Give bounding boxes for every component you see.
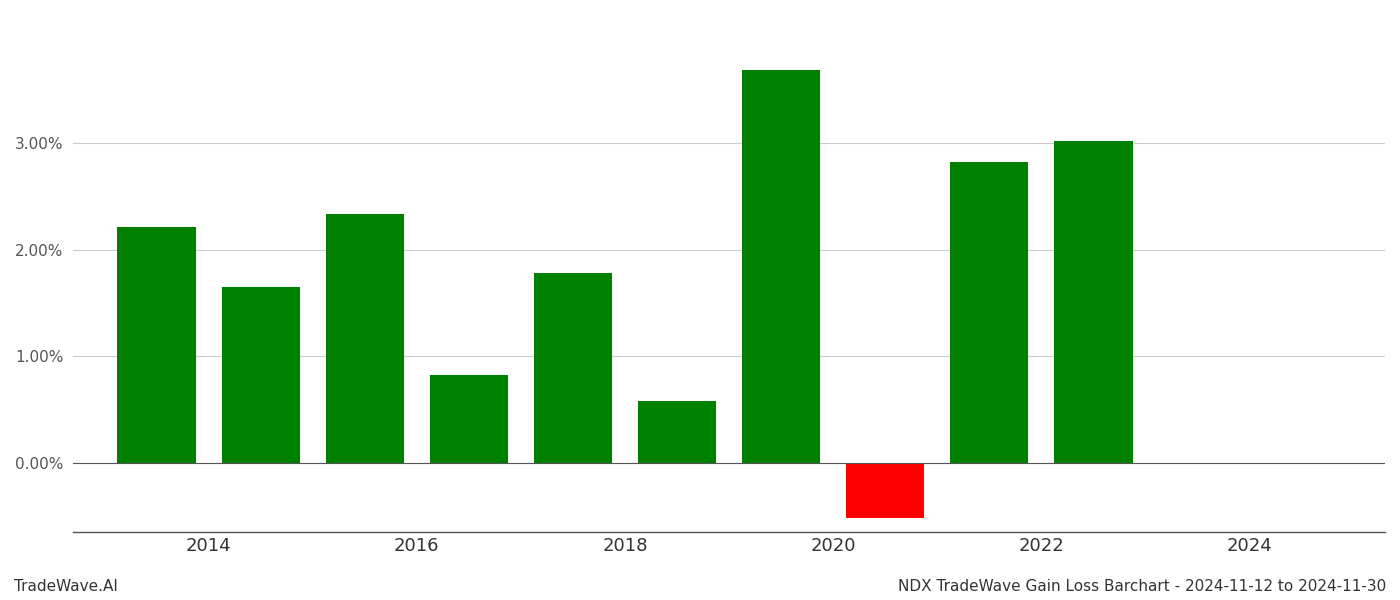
Bar <box>742 70 820 463</box>
Text: TradeWave.AI: TradeWave.AI <box>14 579 118 594</box>
Bar <box>846 463 924 518</box>
Bar <box>951 162 1029 463</box>
Bar <box>1054 141 1133 463</box>
Bar <box>638 401 715 463</box>
Bar <box>221 287 300 463</box>
Bar <box>326 214 403 463</box>
Text: NDX TradeWave Gain Loss Barchart - 2024-11-12 to 2024-11-30: NDX TradeWave Gain Loss Barchart - 2024-… <box>897 579 1386 594</box>
Bar <box>430 376 508 463</box>
Bar <box>118 227 196 463</box>
Bar <box>533 273 612 463</box>
